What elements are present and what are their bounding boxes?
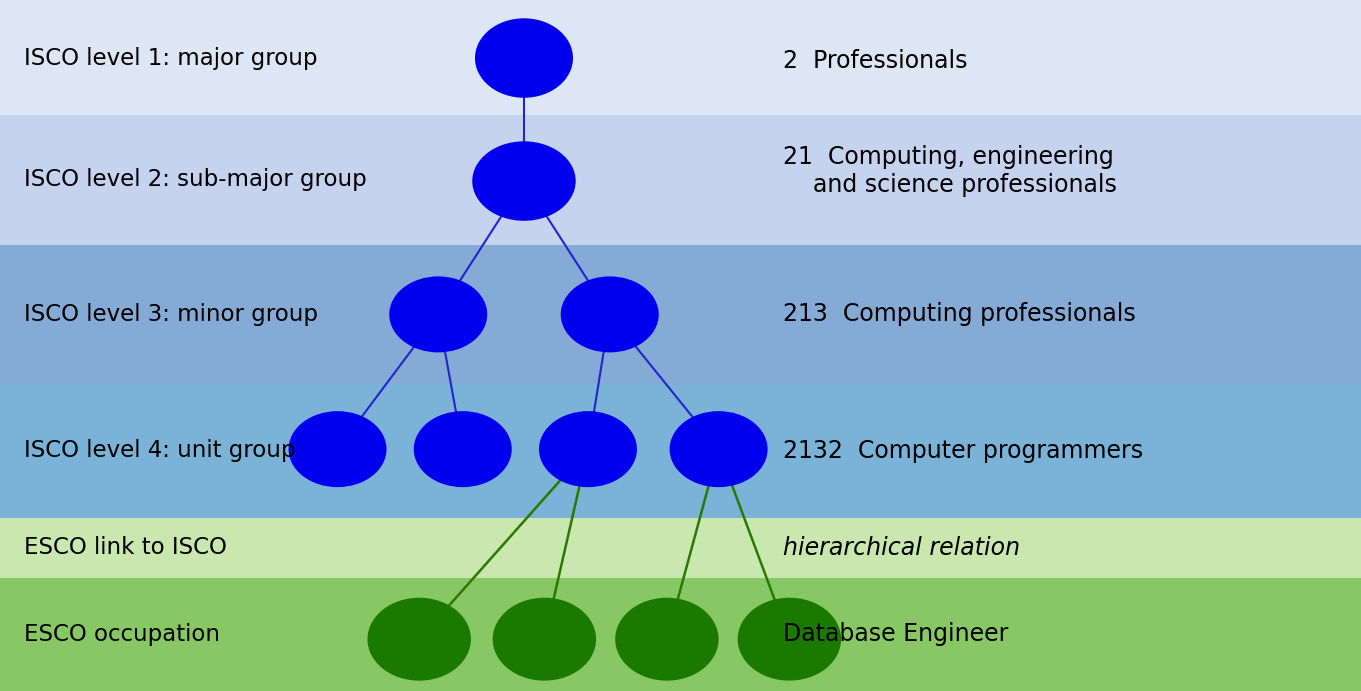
Text: ISCO level 3: minor group: ISCO level 3: minor group	[24, 303, 318, 326]
Text: ESCO occupation: ESCO occupation	[24, 623, 220, 646]
Text: 21  Computing, engineering
    and science professionals: 21 Computing, engineering and science pr…	[783, 145, 1116, 196]
Bar	[0, 245, 1361, 384]
Text: 2132  Computer programmers: 2132 Computer programmers	[783, 439, 1143, 462]
Ellipse shape	[539, 411, 637, 487]
Ellipse shape	[615, 598, 719, 681]
Ellipse shape	[289, 411, 387, 487]
Text: 2  Professionals: 2 Professionals	[783, 49, 968, 73]
Text: hierarchical relation: hierarchical relation	[783, 536, 1019, 560]
Ellipse shape	[414, 411, 512, 487]
Ellipse shape	[738, 598, 841, 681]
Ellipse shape	[493, 598, 596, 681]
Ellipse shape	[561, 276, 659, 352]
Text: ESCO link to ISCO: ESCO link to ISCO	[24, 536, 227, 560]
Text: Database Engineer: Database Engineer	[783, 623, 1009, 646]
Bar	[0, 384, 1361, 518]
Text: 213  Computing professionals: 213 Computing professionals	[783, 303, 1135, 326]
Bar	[0, 578, 1361, 691]
Ellipse shape	[472, 142, 576, 221]
Bar	[0, 518, 1361, 578]
Ellipse shape	[367, 598, 471, 681]
Text: ISCO level 4: unit group: ISCO level 4: unit group	[24, 439, 295, 462]
Ellipse shape	[475, 19, 573, 97]
Ellipse shape	[670, 411, 768, 487]
Bar	[0, 115, 1361, 245]
Text: ISCO level 1: major group: ISCO level 1: major group	[24, 46, 318, 70]
Text: ISCO level 2: sub-major group: ISCO level 2: sub-major group	[24, 168, 367, 191]
Bar	[0, 0, 1361, 115]
Ellipse shape	[389, 276, 487, 352]
